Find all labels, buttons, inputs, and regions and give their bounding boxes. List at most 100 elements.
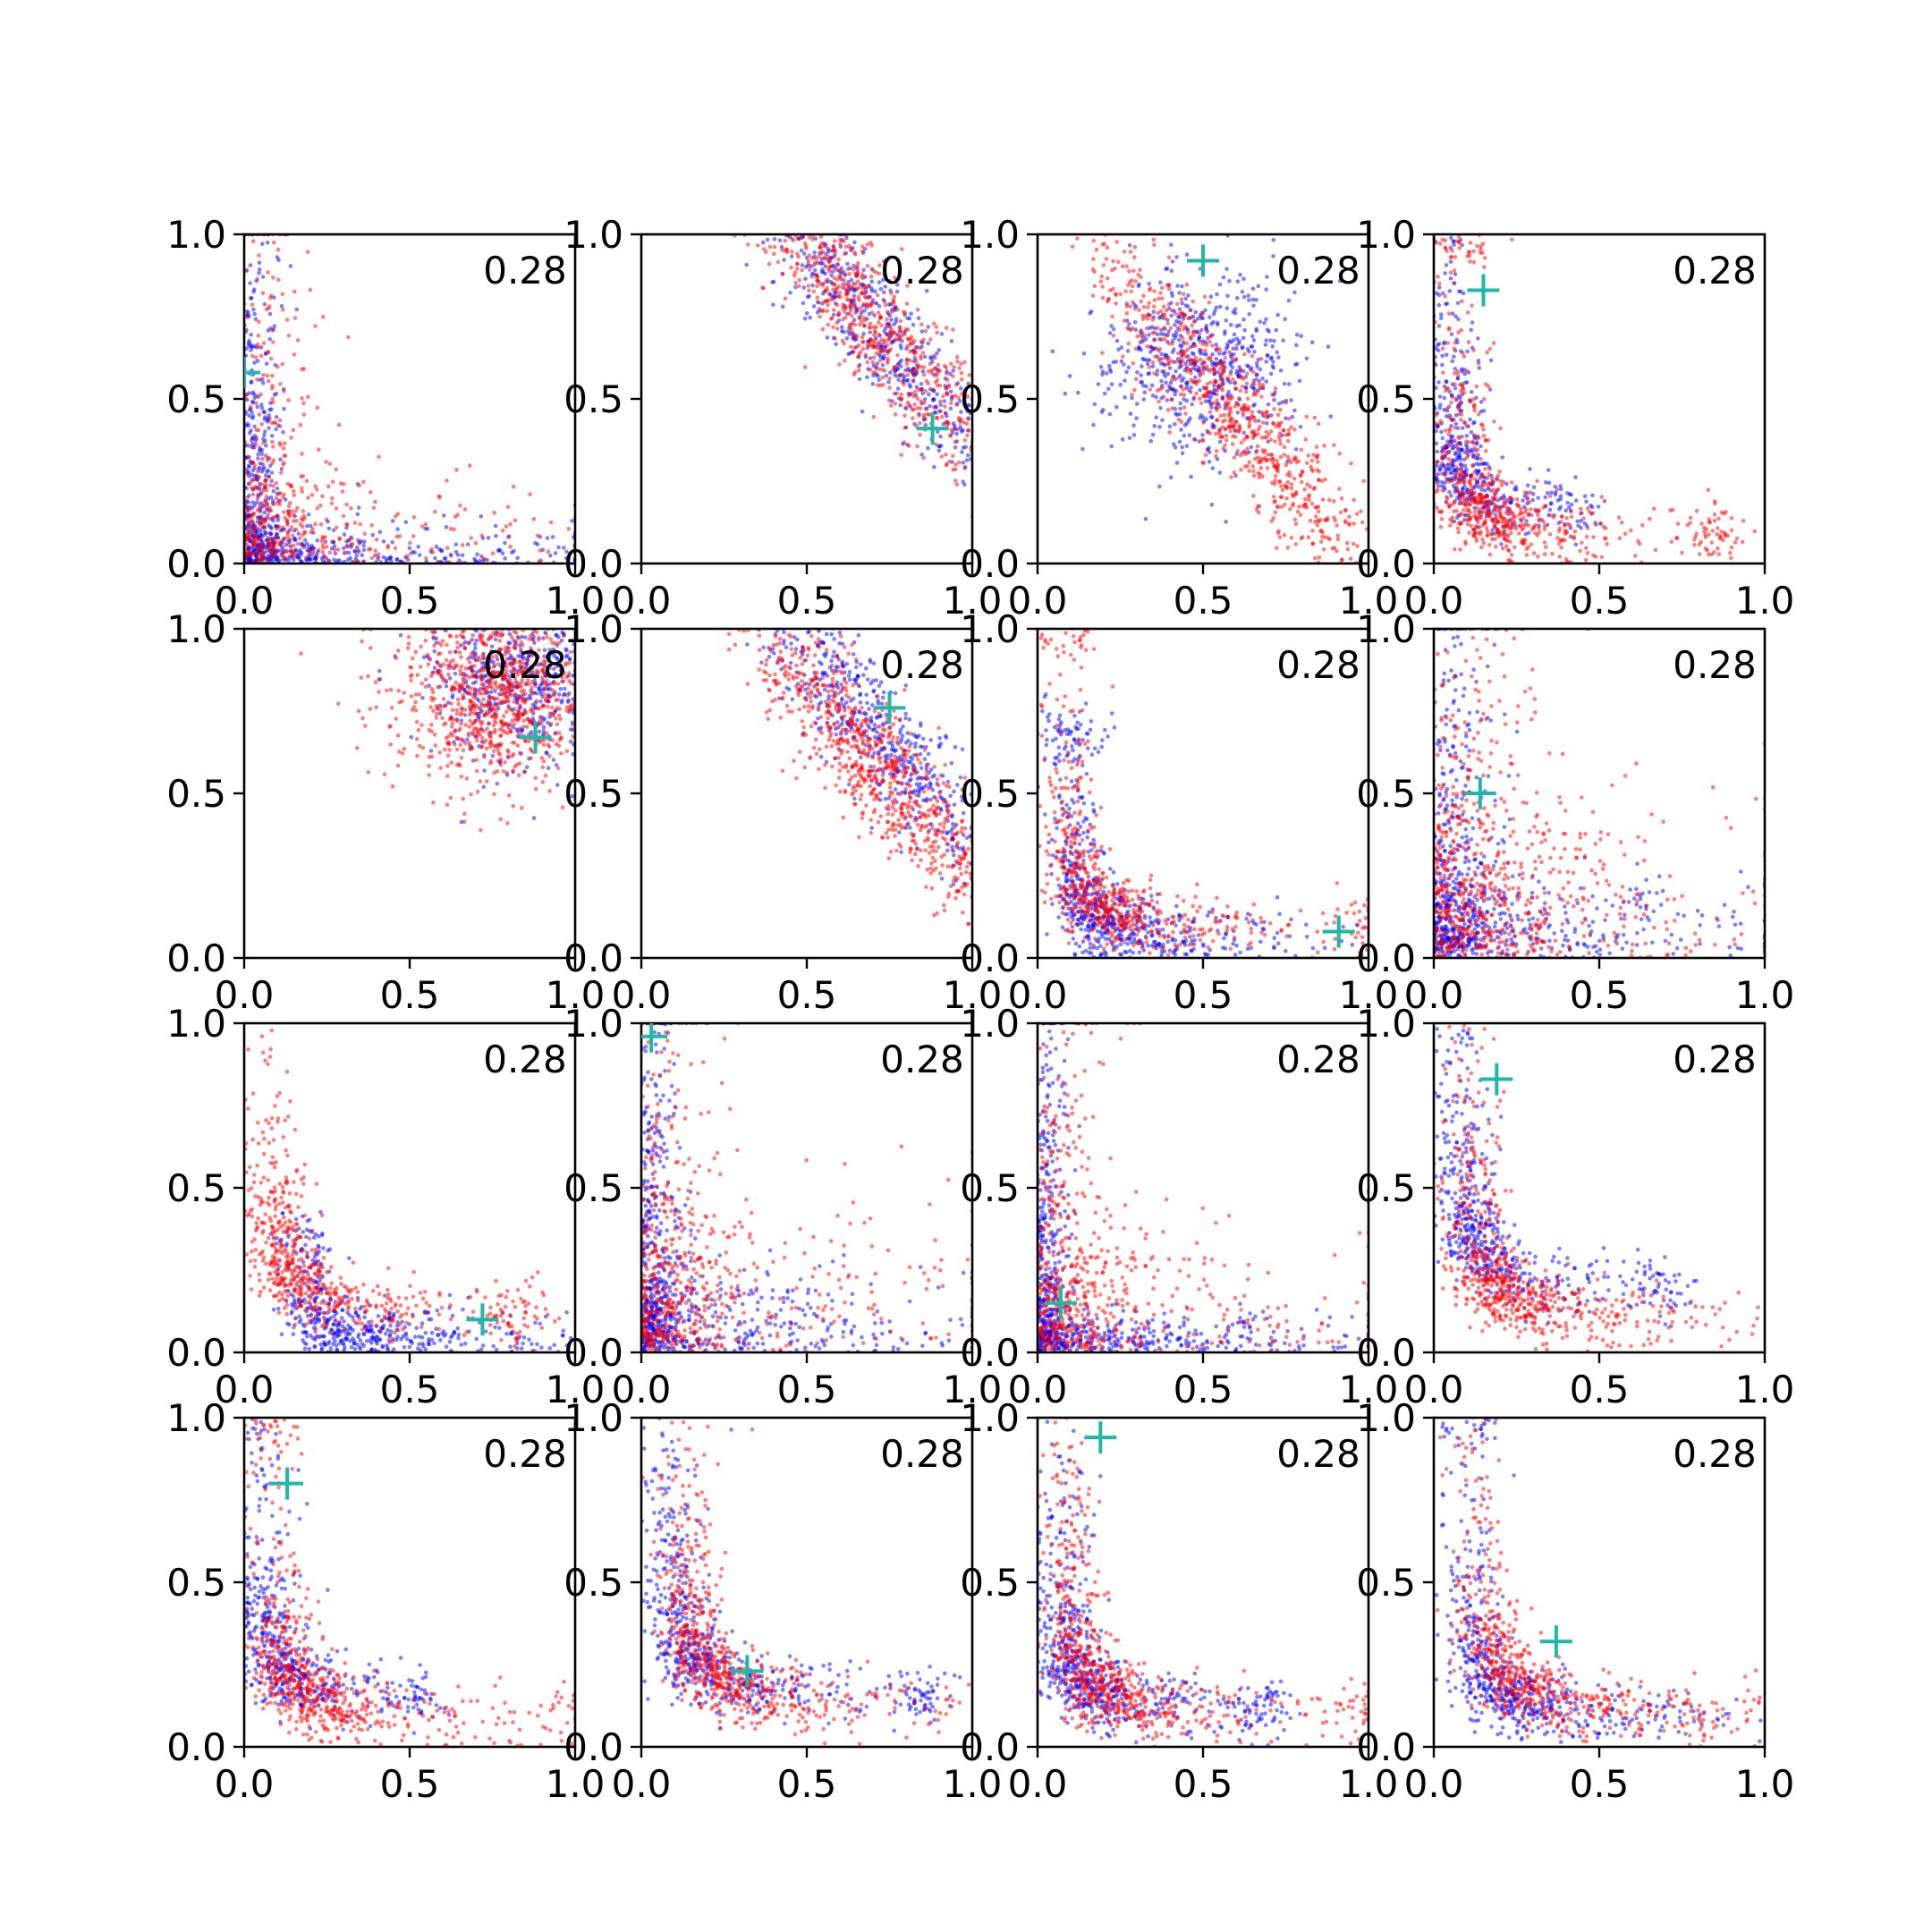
data-point-red bbox=[294, 519, 299, 523]
data-point-red bbox=[1212, 369, 1217, 374]
data-point-blue bbox=[1247, 349, 1251, 354]
data-point-red bbox=[315, 405, 320, 411]
x-tick-label: 1.0 bbox=[1339, 579, 1399, 623]
data-point-red bbox=[1189, 377, 1193, 382]
data-point-blue bbox=[1140, 356, 1145, 361]
data-point-red bbox=[867, 340, 871, 345]
data-point-red bbox=[1208, 431, 1213, 436]
data-point-red bbox=[1705, 547, 1709, 553]
data-point-red bbox=[1476, 447, 1480, 453]
y-tick-label: 0.5 bbox=[1356, 377, 1416, 421]
data-point-red bbox=[833, 250, 838, 254]
data-point-blue bbox=[1546, 480, 1552, 486]
data-point-red bbox=[263, 478, 268, 482]
data-point-red bbox=[1533, 522, 1538, 528]
data-point-red bbox=[1193, 355, 1199, 360]
data-point-blue bbox=[252, 424, 257, 429]
data-point-blue bbox=[1200, 415, 1206, 419]
data-point-red bbox=[1446, 432, 1451, 437]
data-point-red bbox=[338, 481, 343, 486]
data-point-red bbox=[1436, 471, 1442, 477]
data-point-red bbox=[1190, 323, 1194, 328]
data-point-red bbox=[829, 317, 834, 321]
panel-points bbox=[244, 234, 575, 564]
data-point-red bbox=[1519, 510, 1523, 515]
data-point-red bbox=[1292, 476, 1297, 481]
data-point-red bbox=[902, 440, 907, 445]
data-point-red bbox=[833, 336, 837, 341]
data-point-red bbox=[1191, 330, 1196, 335]
data-point-red bbox=[1146, 305, 1150, 309]
data-point-red bbox=[1465, 221, 1470, 225]
data-point-red bbox=[1121, 354, 1125, 359]
data-point-red bbox=[1433, 225, 1437, 230]
data-point-blue bbox=[1210, 466, 1216, 470]
data-point-blue bbox=[1221, 275, 1226, 280]
data-point-red bbox=[965, 433, 970, 438]
data-point-red bbox=[950, 394, 954, 400]
data-point-red bbox=[760, 222, 765, 226]
data-point-red bbox=[1162, 369, 1166, 374]
data-point-red bbox=[1455, 446, 1461, 451]
data-point-red bbox=[1219, 360, 1224, 366]
data-point-blue bbox=[1264, 379, 1268, 384]
data-point-red bbox=[263, 499, 268, 504]
data-point-red bbox=[1188, 335, 1193, 339]
data-point-red bbox=[508, 544, 513, 549]
data-point-red bbox=[1337, 487, 1342, 491]
data-point-blue bbox=[1108, 369, 1114, 374]
data-point-red bbox=[1245, 371, 1250, 377]
data-point-red bbox=[1212, 372, 1217, 377]
data-point-red bbox=[1699, 521, 1704, 526]
data-point-blue bbox=[875, 361, 879, 366]
data-point-red bbox=[935, 330, 939, 335]
data-point-blue bbox=[960, 450, 964, 454]
data-point-blue bbox=[288, 264, 293, 268]
data-point-blue bbox=[959, 410, 963, 414]
data-point-red bbox=[301, 509, 306, 513]
data-point-red bbox=[306, 394, 310, 400]
data-point-blue bbox=[503, 540, 507, 546]
data-point-red bbox=[1238, 388, 1243, 394]
data-point-red bbox=[1508, 539, 1513, 544]
data-point-red bbox=[250, 551, 255, 556]
data-point-blue bbox=[1447, 289, 1452, 293]
data-point-red bbox=[268, 556, 274, 562]
data-point-red bbox=[1106, 297, 1112, 301]
data-point-blue bbox=[802, 317, 808, 321]
data-point-red bbox=[1481, 433, 1487, 438]
data-point-red bbox=[546, 549, 551, 554]
data-point-red bbox=[1432, 220, 1436, 225]
data-point-red bbox=[869, 274, 874, 279]
data-point-red bbox=[769, 228, 774, 233]
x-tick-label: 0.0 bbox=[215, 579, 275, 623]
data-point-blue bbox=[791, 216, 795, 221]
data-point-red bbox=[966, 428, 970, 433]
data-point-red bbox=[1461, 351, 1465, 356]
data-point-blue bbox=[1217, 282, 1223, 287]
data-point-blue bbox=[1262, 320, 1267, 326]
data-point-red bbox=[806, 261, 810, 267]
data-point-blue bbox=[1250, 334, 1255, 339]
data-point-blue bbox=[957, 399, 962, 403]
data-point-blue bbox=[1173, 323, 1177, 327]
data-point-blue bbox=[829, 225, 834, 229]
data-point-red bbox=[1471, 433, 1477, 438]
data-point-red bbox=[1091, 257, 1096, 262]
data-point-red bbox=[912, 368, 917, 373]
data-point-blue bbox=[589, 711, 593, 716]
data-point-red bbox=[254, 551, 259, 555]
data-point-red bbox=[1266, 415, 1270, 419]
data-point-red bbox=[1640, 522, 1645, 528]
data-point-red bbox=[1238, 368, 1243, 373]
data-point-red bbox=[1279, 420, 1284, 425]
data-point-red bbox=[256, 537, 261, 541]
data-point-red bbox=[1114, 292, 1118, 296]
data-point-red bbox=[841, 282, 845, 287]
data-point-red bbox=[1131, 360, 1136, 366]
data-point-red bbox=[1219, 434, 1224, 439]
data-point-red bbox=[1459, 412, 1464, 417]
data-point-red bbox=[840, 338, 845, 343]
data-point-red bbox=[1441, 370, 1445, 375]
data-point-red bbox=[902, 413, 907, 419]
